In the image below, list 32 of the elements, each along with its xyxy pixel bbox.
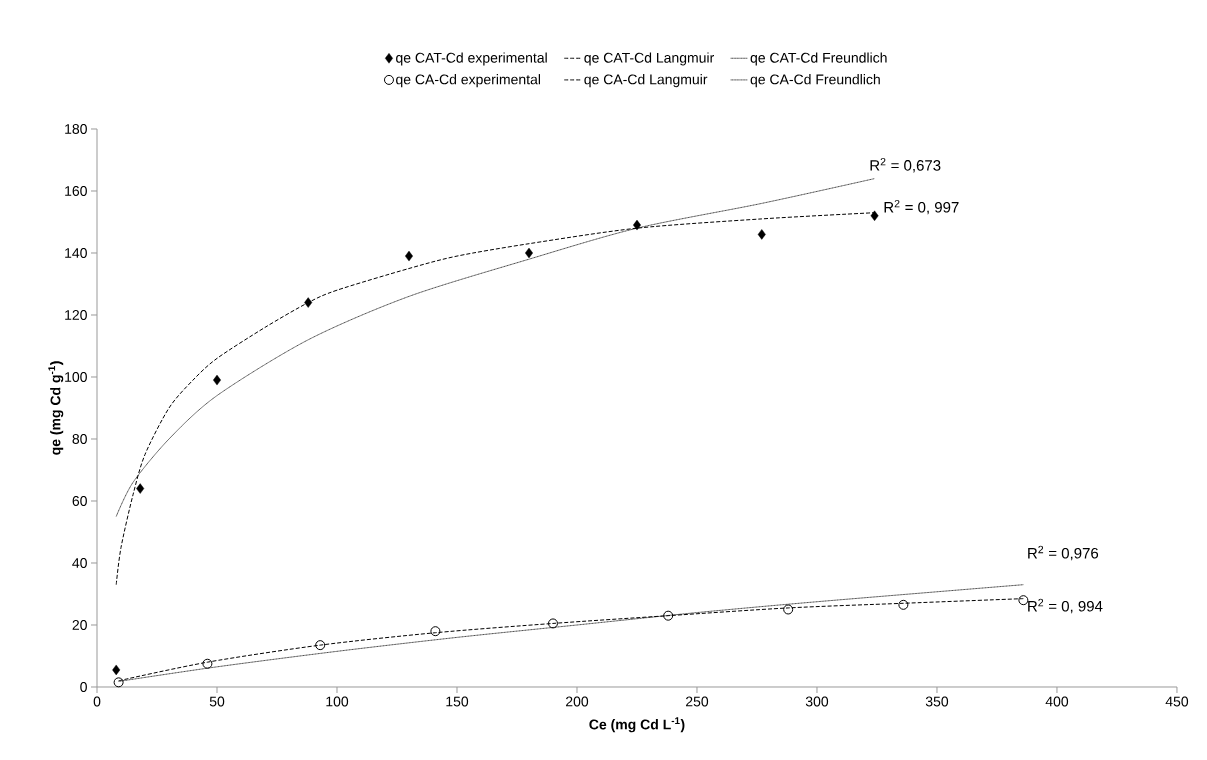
- legend-label: qe CA-Cd Langmuir: [584, 74, 708, 88]
- y-tick-label: 0: [80, 682, 87, 692]
- x-tick-label: 150: [446, 696, 469, 707]
- y-tick-label: 40: [72, 558, 87, 568]
- x-tick-label: 300: [805, 696, 829, 707]
- annotation: R$^{2}$ = 0,976: [1028, 545, 1099, 561]
- legend-label: qe CAT-Cd Freundlich: [750, 52, 887, 66]
- y-tick-label: 20: [72, 620, 87, 630]
- y-tick-label: 180: [65, 124, 87, 134]
- annotation: R$^{2}$ = 0,673: [870, 158, 941, 173]
- y-tick-label: 160: [65, 186, 87, 196]
- y-tick-label: 80: [72, 434, 87, 444]
- x-tick-label: 450: [1165, 696, 1189, 707]
- y-tick-label: 140: [65, 248, 87, 258]
- y-tick-label: 100: [65, 372, 87, 382]
- y-tick-label: 60: [72, 496, 87, 506]
- annotation: R$^{2}$ = 0, 994: [1028, 598, 1103, 614]
- legend-label: qe CAT-Cd Langmuir: [584, 52, 715, 66]
- legend-label: qe CA-Cd experimental: [396, 74, 541, 88]
- x-tick-label: 200: [566, 696, 589, 707]
- y-axis-title: qe (mg Cd g$^{-1}$): [48, 361, 64, 455]
- x-tick-label: 0: [93, 696, 101, 707]
- x-tick-label: 100: [326, 696, 349, 707]
- x-tick-label: 250: [686, 696, 709, 707]
- legend-label: qe CA-Cd Freundlich: [750, 74, 880, 88]
- legend-label: qe CAT-Cd experimental: [396, 52, 547, 66]
- x-tick-label: 400: [1045, 696, 1069, 707]
- x-axis-title: Ce (mg Cd L$^{-1}$): [589, 717, 685, 733]
- annotation: R$^{2}$ = 0, 997: [884, 199, 959, 215]
- y-tick-label: 120: [65, 310, 87, 320]
- x-tick-label: 50: [209, 696, 225, 707]
- x-tick-label: 350: [925, 696, 949, 707]
